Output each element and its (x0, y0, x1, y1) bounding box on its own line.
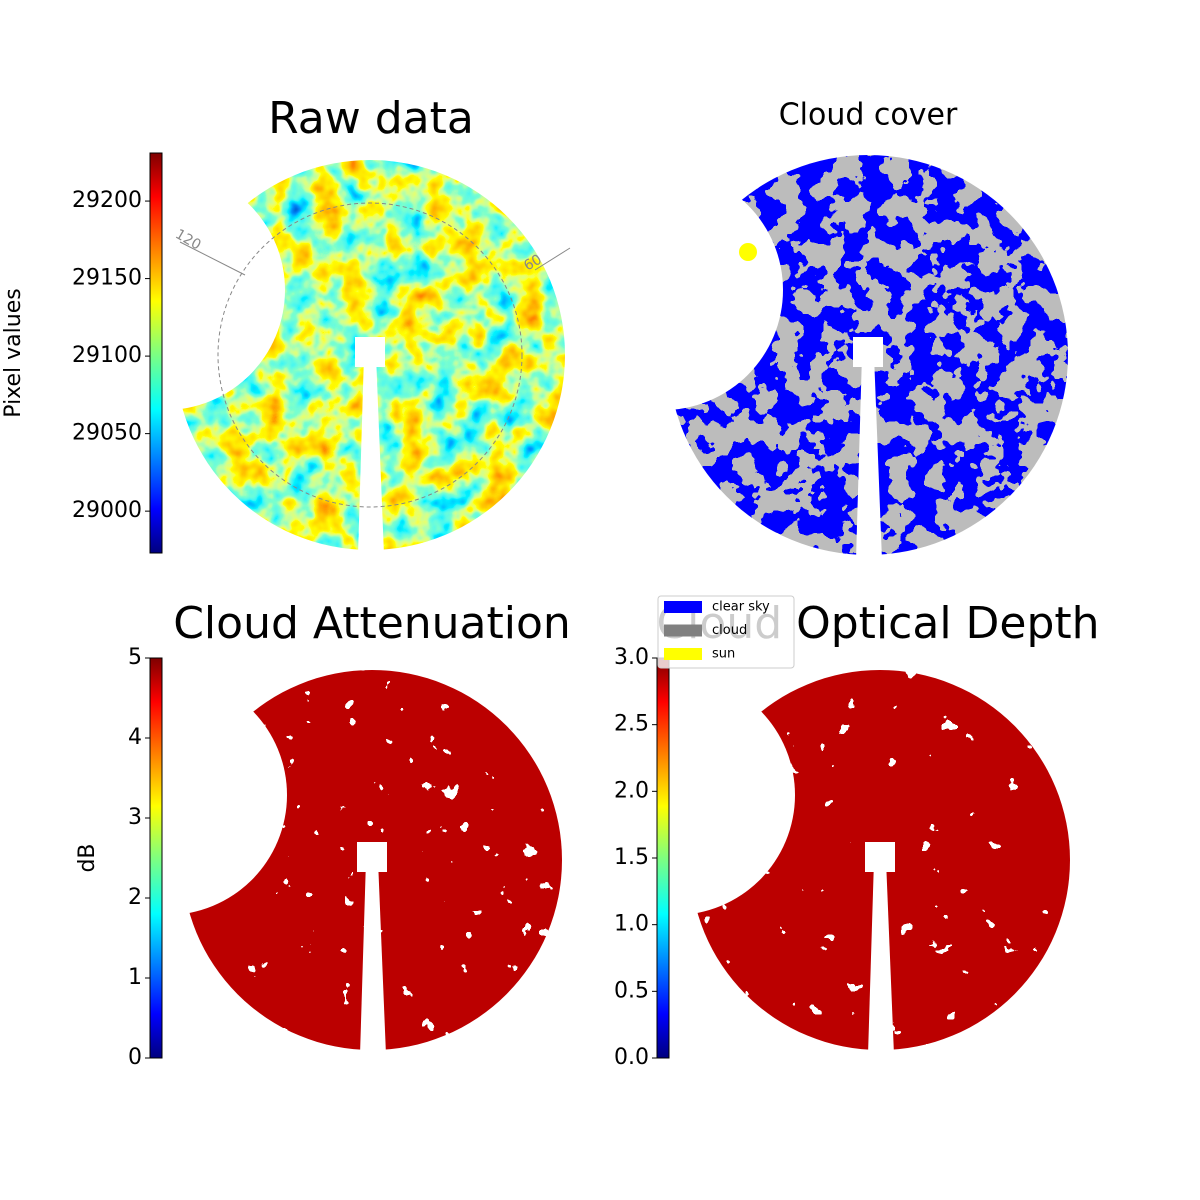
colorbar-tick-label: 29000 (72, 498, 142, 523)
colorbar-tick-label: 3 (128, 805, 142, 830)
sky-image (175, 160, 565, 550)
colorbar-tick-label: 2 (128, 885, 142, 910)
sky-image (668, 155, 1068, 555)
legend: clear sky cloud sun (657, 595, 795, 669)
colorbar-tick-label: 5 (128, 645, 142, 670)
colorbar-tick-label: 4 (128, 725, 142, 750)
sky-texture (182, 670, 562, 1050)
colorbar-tick-label: 1.5 (614, 845, 649, 870)
sky-image (182, 670, 562, 1050)
colorbar-tick-label: 2.0 (614, 778, 649, 803)
sky-texture (690, 670, 1070, 1050)
colorbar-label: Pixel values (1, 288, 26, 417)
sky-texture (175, 160, 565, 550)
polar-grid (179, 241, 246, 276)
colorbar (149, 152, 163, 554)
colorbar-tick-label: 0 (128, 1045, 142, 1070)
polar-annotation: 60 (521, 252, 544, 275)
panel-title: Cloud Attenuation (173, 598, 571, 649)
colorbar-tick-label: 2.5 (614, 712, 649, 737)
legend-label: sun (712, 647, 735, 662)
colorbar-label: dB (75, 843, 100, 872)
legend-swatch (664, 648, 702, 660)
colorbar-tick-label: 29100 (72, 343, 142, 368)
legend-label: clear sky (712, 600, 770, 615)
sky-texture (668, 155, 1068, 555)
colorbar-tick-label: 1 (128, 965, 142, 990)
colorbar (656, 657, 670, 1059)
colorbar-tick-label: 3.0 (614, 645, 649, 670)
panel-title: Raw data (268, 93, 474, 144)
colorbar-tick-label: 29150 (72, 266, 142, 291)
colorbar (149, 657, 163, 1059)
colorbar-tick-label: 1.0 (614, 912, 649, 937)
panel-title: Cloud cover (779, 98, 958, 133)
legend-label: cloud (712, 623, 747, 638)
colorbar-tick-label: 0.0 (614, 1045, 649, 1070)
colorbar-tick-label: 0.5 (614, 978, 649, 1003)
polar-grid (534, 247, 571, 271)
colorbar-tick-label: 29200 (72, 188, 142, 213)
polar-grid (217, 202, 523, 508)
sun-marker (739, 243, 757, 261)
colorbar-tick-label: 29050 (72, 421, 142, 446)
legend-swatch (664, 601, 702, 613)
sky-image (690, 670, 1070, 1050)
legend-swatch (664, 624, 702, 637)
